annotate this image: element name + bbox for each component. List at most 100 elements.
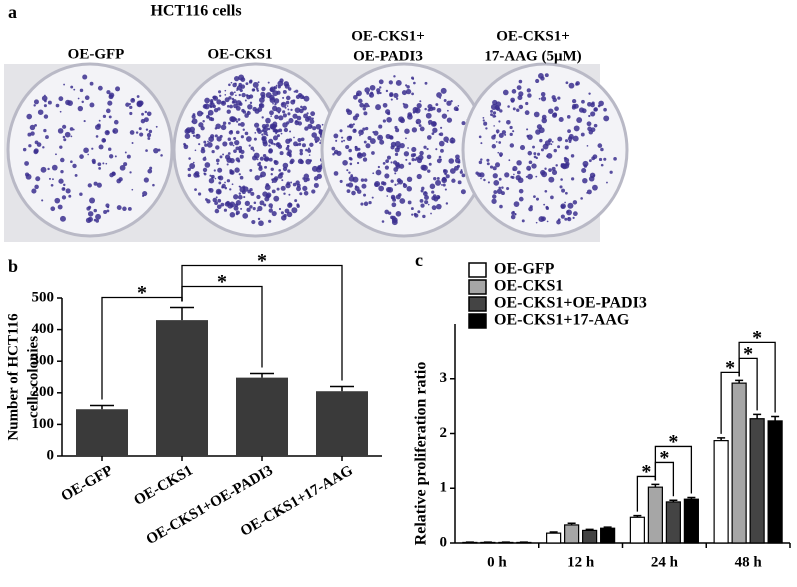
colony <box>249 168 253 172</box>
colony <box>566 115 571 119</box>
colony <box>276 187 280 191</box>
colony <box>572 98 577 104</box>
colony <box>246 207 251 213</box>
colony <box>216 136 222 142</box>
colony <box>354 145 357 148</box>
colony <box>272 135 278 141</box>
colony <box>572 216 575 219</box>
colony <box>95 135 99 138</box>
colony <box>215 158 220 163</box>
colony <box>564 191 568 195</box>
colony <box>283 192 286 195</box>
colony <box>251 219 256 225</box>
colony <box>126 154 131 159</box>
colony <box>96 182 102 188</box>
colony <box>244 200 250 207</box>
colony <box>250 191 255 196</box>
colony <box>89 197 96 204</box>
colony <box>368 200 372 205</box>
colony <box>581 99 585 104</box>
colony <box>214 127 218 130</box>
colony <box>287 169 291 173</box>
colony <box>282 96 285 99</box>
colony <box>346 169 349 172</box>
colony <box>332 153 335 156</box>
colony <box>564 217 568 221</box>
colony <box>293 90 296 93</box>
colony <box>82 74 88 80</box>
y-tick-label: 200 <box>32 384 55 400</box>
colony <box>278 128 283 133</box>
colony <box>79 192 83 196</box>
colony <box>42 146 45 149</box>
colony <box>486 158 490 162</box>
colony <box>33 149 39 155</box>
colony <box>114 155 117 158</box>
colony <box>417 154 424 161</box>
colony <box>268 149 273 154</box>
colony <box>477 172 482 177</box>
colony <box>249 79 253 83</box>
colony <box>416 103 422 109</box>
colony <box>581 168 587 174</box>
bar <box>316 391 368 456</box>
colony <box>244 131 249 136</box>
colony <box>455 107 459 112</box>
colony <box>456 164 460 168</box>
colony <box>494 115 497 118</box>
colony <box>35 176 41 182</box>
colony <box>41 199 44 202</box>
colony <box>606 181 608 184</box>
colony <box>119 164 126 171</box>
colony <box>229 104 233 109</box>
colony <box>390 179 394 183</box>
colony <box>234 167 240 173</box>
colony <box>490 113 493 117</box>
colony <box>22 147 27 152</box>
colony <box>565 81 569 85</box>
photo-title: HCT116 cells <box>150 3 241 20</box>
colony <box>446 100 452 106</box>
colony <box>229 188 232 191</box>
colony <box>229 129 233 133</box>
colony <box>58 96 64 102</box>
colony <box>202 157 207 161</box>
x-tick-label: OE-GFP <box>59 463 116 505</box>
colony <box>540 169 546 176</box>
colony <box>238 185 241 188</box>
colony <box>224 89 227 92</box>
colony <box>105 162 108 165</box>
colony <box>280 132 283 135</box>
colony <box>527 134 533 140</box>
colony <box>560 164 564 168</box>
colony <box>270 167 274 171</box>
colony <box>550 143 553 146</box>
colony <box>241 92 246 98</box>
error-bar <box>603 526 612 529</box>
colony <box>441 184 443 186</box>
colony <box>424 200 429 205</box>
colony <box>405 137 407 140</box>
colony <box>424 195 429 200</box>
y-axis-label: Relative proliferation ratio <box>413 362 430 546</box>
colony <box>446 117 453 123</box>
colony <box>261 136 266 142</box>
colony <box>303 173 310 179</box>
colony <box>258 97 265 103</box>
colony <box>385 109 391 115</box>
colony <box>243 195 246 199</box>
colony <box>363 193 367 197</box>
colony <box>535 175 538 178</box>
colony <box>282 162 289 169</box>
colony <box>264 165 268 169</box>
colony <box>227 137 232 141</box>
colony <box>87 153 89 156</box>
colony <box>274 114 279 120</box>
colony <box>70 135 73 138</box>
colony <box>426 135 432 140</box>
y-tick-label: 2 <box>440 425 448 441</box>
colony <box>430 212 432 215</box>
y-tick-label: 400 <box>32 321 55 337</box>
colony <box>403 151 410 157</box>
colony <box>287 108 290 111</box>
